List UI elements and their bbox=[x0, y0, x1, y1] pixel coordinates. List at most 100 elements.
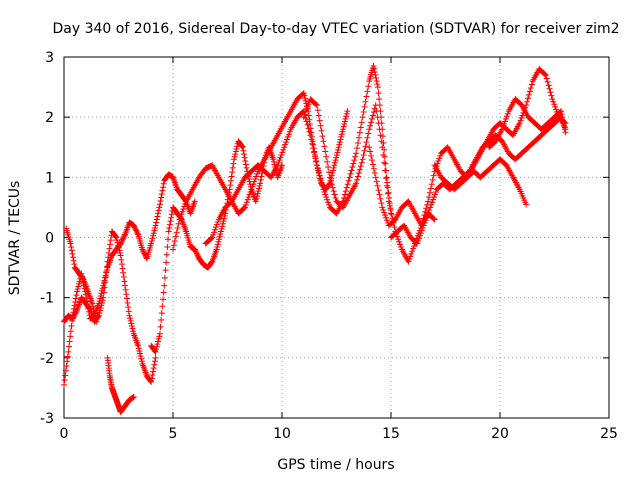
data-point bbox=[304, 121, 311, 128]
data-point bbox=[377, 195, 384, 202]
data-point bbox=[335, 146, 342, 153]
data-point bbox=[549, 96, 556, 103]
data-point bbox=[279, 149, 286, 156]
y-tick-label: 1 bbox=[45, 170, 54, 186]
data-point bbox=[250, 181, 257, 188]
data-point bbox=[157, 323, 164, 330]
data-point bbox=[324, 196, 331, 203]
data-point bbox=[167, 218, 174, 225]
data-point bbox=[352, 153, 359, 160]
data-point bbox=[562, 129, 569, 136]
data-point bbox=[118, 261, 125, 268]
data-point bbox=[355, 170, 362, 177]
data-point bbox=[306, 128, 313, 135]
data-point bbox=[558, 111, 565, 118]
data-point bbox=[153, 346, 160, 353]
data-point bbox=[73, 307, 80, 314]
data-point bbox=[430, 194, 437, 201]
data-point bbox=[100, 289, 107, 296]
data-point bbox=[113, 237, 120, 244]
data-point bbox=[333, 151, 340, 158]
data-point bbox=[321, 143, 328, 150]
x-tick-label: 0 bbox=[60, 426, 69, 442]
data-point bbox=[327, 177, 334, 184]
data-point bbox=[134, 230, 141, 237]
data-point bbox=[371, 69, 378, 76]
data-point bbox=[429, 199, 436, 206]
data-point bbox=[552, 103, 559, 110]
data-point bbox=[211, 229, 218, 236]
data-point bbox=[430, 196, 437, 203]
data-point bbox=[348, 167, 355, 174]
data-point bbox=[525, 91, 532, 98]
data-point bbox=[324, 158, 331, 165]
data-point bbox=[359, 156, 366, 163]
data-point bbox=[217, 231, 224, 238]
data-point bbox=[239, 144, 246, 151]
data-point bbox=[322, 148, 329, 155]
y-tick-label: -1 bbox=[40, 291, 54, 307]
data-point bbox=[102, 274, 109, 281]
data-point bbox=[336, 141, 343, 148]
data-point bbox=[424, 212, 431, 219]
data-point bbox=[128, 320, 135, 327]
data-point bbox=[553, 106, 560, 113]
data-point bbox=[349, 164, 356, 171]
data-point bbox=[193, 249, 200, 256]
data-point bbox=[112, 233, 119, 240]
y-tick-label: -3 bbox=[40, 411, 54, 427]
data-point bbox=[241, 204, 248, 211]
data-point bbox=[147, 378, 154, 385]
data-point bbox=[416, 232, 423, 239]
data-point bbox=[100, 294, 107, 301]
data-point bbox=[251, 178, 258, 185]
data-point bbox=[63, 362, 70, 369]
data-point bbox=[156, 333, 163, 340]
data-point bbox=[559, 114, 566, 121]
data-point bbox=[523, 201, 530, 208]
data-point bbox=[499, 126, 506, 133]
data-point bbox=[232, 151, 239, 158]
data-point bbox=[426, 189, 433, 196]
data-point bbox=[155, 207, 162, 214]
data-point bbox=[330, 167, 337, 174]
data-point bbox=[104, 258, 111, 265]
data-point bbox=[153, 216, 160, 223]
data-point bbox=[230, 160, 237, 167]
data-point bbox=[502, 115, 509, 122]
data-point bbox=[381, 159, 388, 166]
data-point bbox=[421, 219, 428, 226]
data-point bbox=[364, 88, 371, 95]
data-point bbox=[307, 132, 314, 139]
x-tick-label: 5 bbox=[169, 426, 178, 442]
data-point bbox=[280, 146, 287, 153]
data-point bbox=[419, 225, 426, 232]
data-point bbox=[135, 345, 142, 352]
data-point bbox=[311, 149, 318, 156]
data-point bbox=[416, 235, 423, 242]
data-point bbox=[148, 237, 155, 244]
data-point bbox=[98, 299, 105, 306]
data-point bbox=[174, 225, 181, 232]
data-point bbox=[429, 176, 436, 183]
data-point bbox=[71, 261, 78, 268]
data-point bbox=[368, 152, 375, 159]
series-track-c bbox=[63, 225, 100, 325]
x-tick-labels: 0 5 10 15 20 25 bbox=[60, 426, 618, 442]
data-point bbox=[130, 222, 137, 229]
data-point bbox=[409, 248, 416, 255]
data-point bbox=[161, 282, 168, 289]
data-point bbox=[148, 378, 155, 385]
data-point bbox=[244, 196, 251, 203]
data-point bbox=[326, 201, 333, 208]
data-point bbox=[331, 159, 338, 166]
data-point bbox=[305, 101, 312, 108]
data-point bbox=[233, 145, 240, 152]
data-point bbox=[320, 138, 327, 145]
data-point bbox=[313, 162, 320, 169]
data-point bbox=[148, 240, 155, 247]
data-point bbox=[231, 156, 238, 163]
data-point bbox=[405, 258, 412, 265]
data-point bbox=[69, 250, 76, 257]
data-point bbox=[71, 311, 78, 318]
